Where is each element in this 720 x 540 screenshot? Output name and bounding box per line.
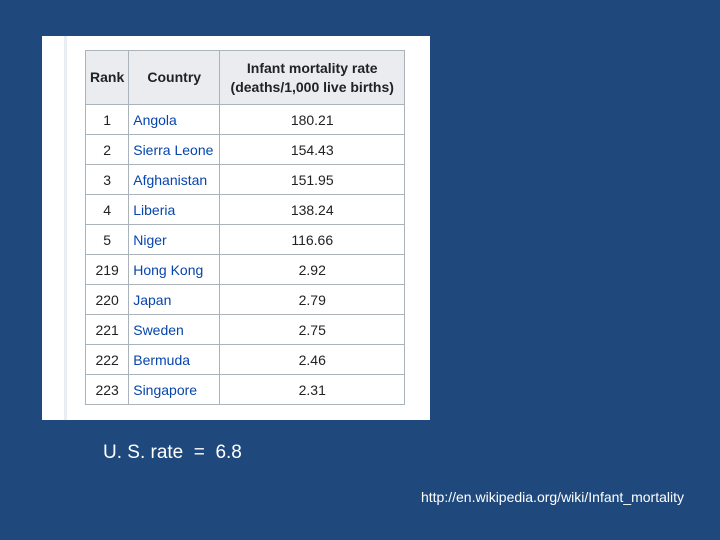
- country-cell: Singapore: [128, 374, 221, 405]
- rank-cell: 5: [84, 224, 130, 255]
- country-cell: Sweden: [128, 314, 221, 345]
- country-link[interactable]: Singapore: [133, 381, 198, 398]
- country-cell: Hong Kong: [128, 254, 221, 285]
- country-link[interactable]: Afghanistan: [133, 171, 208, 188]
- table-screenshot-panel: Rank Country Infant mortality rate (deat…: [42, 36, 430, 420]
- country-link[interactable]: Hong Kong: [133, 261, 204, 278]
- rank-cell: 221: [84, 314, 130, 345]
- rank-cell: 220: [84, 284, 130, 315]
- country-cell: Angola: [128, 104, 221, 135]
- country-link[interactable]: Bermuda: [133, 351, 191, 368]
- country-cell: Afghanistan: [128, 164, 221, 195]
- rate-header-line1: Infant mortality rate: [246, 59, 378, 76]
- panel-edge-strip: [64, 36, 67, 420]
- table-row: 2 Sierra Leone 154.43: [84, 134, 406, 165]
- table-row: 222 Bermuda 2.46: [84, 344, 406, 375]
- country-cell: Niger: [128, 224, 221, 255]
- rank-cell: 219: [84, 254, 130, 285]
- rate-cell: 2.46: [219, 344, 406, 375]
- rank-cell: 4: [84, 194, 130, 225]
- table-row: 5 Niger 116.66: [84, 224, 406, 255]
- rank-cell: 1: [84, 104, 130, 135]
- country-cell: Bermuda: [128, 344, 221, 375]
- rate-header-line2: (deaths/1,000 live births): [230, 78, 394, 95]
- rate-cell: 180.21: [219, 104, 406, 135]
- country-cell: Sierra Leone: [128, 134, 221, 165]
- column-header-country[interactable]: Country: [128, 50, 221, 105]
- rate-cell: 2.92: [219, 254, 406, 285]
- rate-cell: 2.79: [219, 284, 406, 315]
- table-row: 223 Singapore 2.31: [84, 374, 406, 405]
- country-link[interactable]: Liberia: [133, 201, 176, 218]
- rate-cell: 2.31: [219, 374, 406, 405]
- table-row: 4 Liberia 138.24: [84, 194, 406, 225]
- rate-cell: 116.66: [219, 224, 406, 255]
- rank-cell: 3: [84, 164, 130, 195]
- country-link[interactable]: Sierra Leone: [133, 141, 214, 158]
- rate-cell: 2.75: [219, 314, 406, 345]
- rank-cell: 222: [84, 344, 130, 375]
- table-row: 3 Afghanistan 151.95: [84, 164, 406, 195]
- country-cell: Japan: [128, 284, 221, 315]
- us-rate-note: U. S. rate = 6.8: [103, 442, 242, 463]
- rank-cell: 2: [84, 134, 130, 165]
- rate-cell: 151.95: [219, 164, 406, 195]
- source-url: http://en.wikipedia.org/wiki/Infant_mort…: [420, 489, 684, 505]
- table-row: 1 Angola 180.21: [84, 104, 406, 135]
- column-header-rank[interactable]: Rank: [84, 50, 130, 105]
- rank-cell: 223: [84, 374, 130, 405]
- table-row: 220 Japan 2.79: [84, 284, 406, 315]
- rate-cell: 138.24: [219, 194, 406, 225]
- country-cell: Liberia: [128, 194, 221, 225]
- rate-cell: 154.43: [219, 134, 406, 165]
- column-header-rate[interactable]: Infant mortality rate (deaths/1,000 live…: [219, 50, 406, 105]
- table-header-row: Rank Country Infant mortality rate (deat…: [84, 50, 406, 105]
- table-row: 219 Hong Kong 2.92: [84, 254, 406, 285]
- country-link[interactable]: Niger: [133, 231, 167, 248]
- country-link[interactable]: Angola: [133, 111, 177, 128]
- table-row: 221 Sweden 2.75: [84, 314, 406, 345]
- country-link[interactable]: Sweden: [133, 321, 184, 338]
- country-link[interactable]: Japan: [133, 291, 172, 308]
- infant-mortality-table: Rank Country Infant mortality rate (deat…: [84, 50, 406, 405]
